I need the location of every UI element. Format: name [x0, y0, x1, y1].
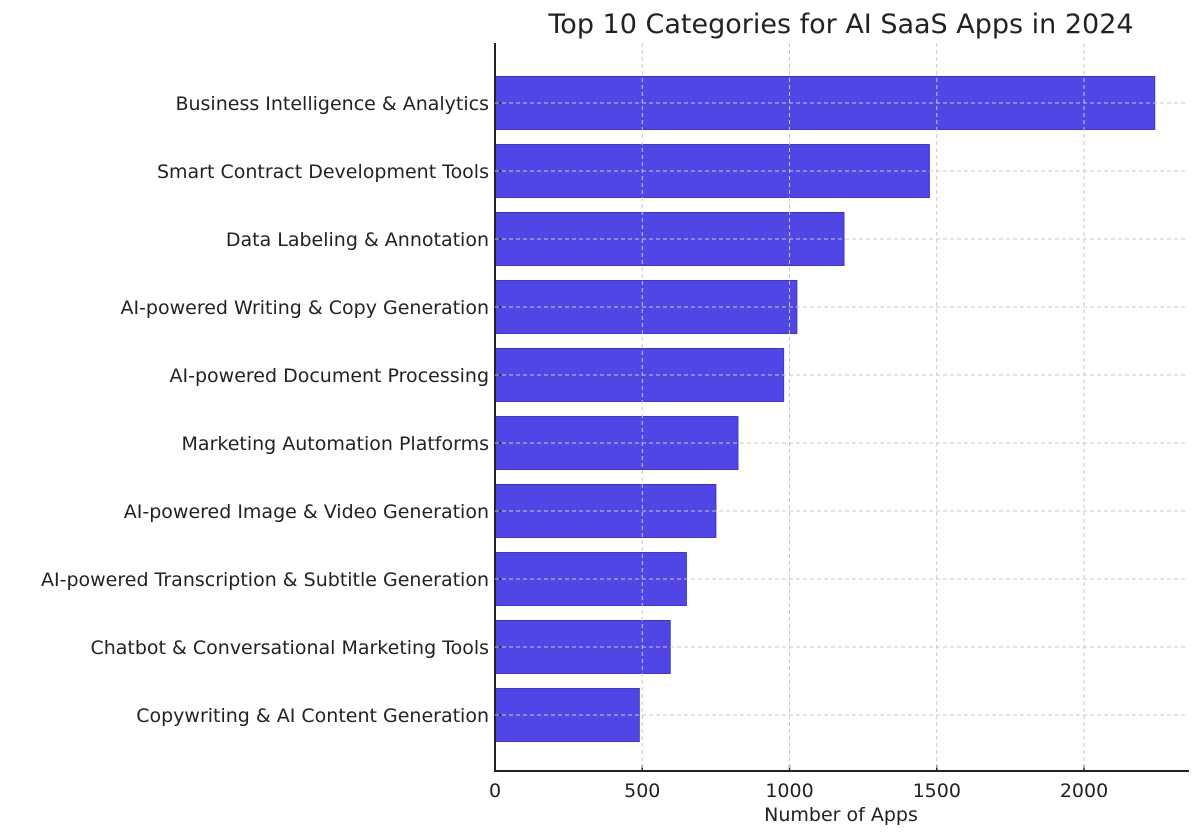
y-tick-label: AI-powered Transcription & Subtitle Gene… — [41, 569, 489, 591]
grid — [495, 43, 1188, 771]
y-tick-label: AI-powered Image & Video Generation — [124, 501, 489, 523]
y-tick-label: Marketing Automation Platforms — [182, 433, 489, 455]
y-tick-labels: Business Intelligence & Analytics Smart C… — [41, 93, 501, 727]
y-tick-label: Data Labeling & Annotation — [226, 229, 489, 251]
y-tick-label: Chatbot & Conversational Marketing Tools — [90, 637, 489, 659]
bar — [494, 484, 717, 538]
y-tick-label: Smart Contract Development Tools — [157, 161, 489, 183]
x-tick-label: 2000 — [1060, 780, 1108, 802]
y-tick-label: Business Intelligence & Analytics — [175, 93, 489, 115]
bars — [494, 76, 1156, 742]
x-tick-label: 500 — [624, 780, 660, 802]
y-tick-label: AI-powered Document Processing — [170, 365, 489, 387]
x-tick-label: 1500 — [913, 780, 961, 802]
x-tick-label: 0 — [489, 780, 501, 802]
x-axis-label: Number of Apps — [764, 804, 918, 826]
y-tick-label: Copywriting & AI Content Generation — [136, 705, 489, 727]
chart-title: Top 10 Categories for AI SaaS Apps in 20… — [547, 9, 1133, 40]
x-tick-label: 1000 — [765, 780, 813, 802]
x-tick-labels: 0 500 1000 1500 2000 — [489, 765, 1108, 802]
y-tick-label: AI-powered Writing & Copy Generation — [120, 297, 489, 319]
